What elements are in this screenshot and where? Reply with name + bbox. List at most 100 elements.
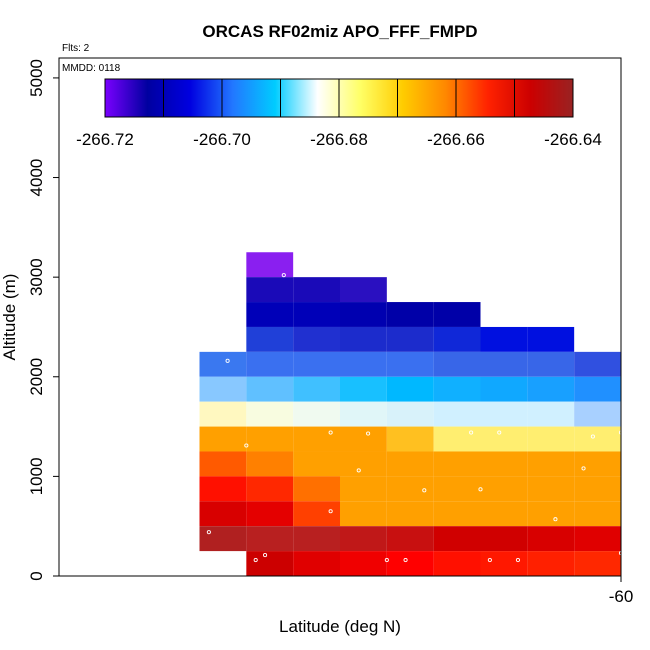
heat-cell: [574, 476, 621, 502]
colorbar-tick-label: -266.66: [427, 130, 485, 149]
heat-cell: [246, 302, 294, 327]
heat-cell: [433, 351, 481, 377]
heat-cell: [293, 476, 340, 502]
y-tick-label: 2000: [27, 358, 46, 396]
heat-cell: [293, 401, 340, 427]
flights-annotation: Flts: 2: [62, 43, 90, 54]
heat-cell: [433, 526, 481, 552]
y-tick-label: 3000: [27, 258, 46, 296]
heat-cell: [527, 451, 575, 477]
x-axis-label: Latitude (deg N): [279, 617, 401, 636]
x-tick-label: -60: [609, 587, 634, 606]
sample-point: [225, 358, 230, 363]
heat-cell: [574, 451, 621, 477]
heat-cell: [574, 501, 621, 527]
sample-point: [422, 488, 427, 493]
heat-cell: [386, 526, 434, 552]
heat-cell: [340, 526, 387, 552]
heat-cell: [293, 526, 340, 552]
heat-cell: [386, 476, 434, 502]
heat-cell: [527, 526, 575, 552]
heat-cell: [386, 326, 434, 352]
heat-cell: [574, 376, 621, 402]
heat-cell: [246, 252, 294, 278]
colorbar-tick-label: -266.64: [544, 130, 602, 149]
heat-cell: [340, 426, 387, 452]
heat-cell: [574, 401, 621, 427]
heat-cell: [433, 302, 481, 327]
heat-cell: [246, 476, 294, 502]
heat-cell: [246, 551, 294, 576]
heat-cell: [386, 501, 434, 527]
sample-point: [244, 443, 249, 448]
heat-cell: [293, 426, 340, 452]
heat-cell: [527, 476, 575, 502]
sample-point: [478, 487, 483, 492]
heat-cell: [480, 376, 528, 402]
heat-cell: [293, 501, 340, 527]
sample-point: [263, 553, 268, 558]
heat-cell: [574, 551, 621, 576]
heat-cell: [527, 326, 575, 352]
colorbar-tick-label: -266.72: [76, 130, 134, 149]
heat-cell: [433, 451, 481, 477]
x-axis: -60: [609, 576, 634, 606]
heat-cell: [246, 426, 294, 452]
heat-cell: [433, 401, 481, 427]
y-tick-label: 4000: [27, 159, 46, 197]
heat-cell: [386, 551, 434, 576]
heat-cell: [386, 426, 434, 452]
heat-cell: [293, 277, 340, 303]
heat-cell: [293, 351, 340, 377]
heat-cell: [199, 376, 247, 402]
sample-point: [366, 431, 371, 436]
heat-cell: [480, 451, 528, 477]
heat-cell: [433, 501, 481, 527]
colorbar-tick-label: -266.70: [193, 130, 251, 149]
heat-cell: [246, 526, 294, 552]
heat-cell: [340, 451, 387, 477]
heat-cell: [340, 401, 387, 427]
heat-cell: [340, 302, 387, 327]
chart-title: ORCAS RF02miz APO_FFF_FMPD: [202, 22, 477, 41]
heat-cell: [480, 426, 528, 452]
heat-cell: [199, 501, 247, 527]
heat-cell: [480, 351, 528, 377]
heat-cell: [246, 277, 294, 303]
sample-point: [206, 530, 211, 535]
heat-cell: [527, 376, 575, 402]
sample-point: [515, 558, 521, 563]
heat-cell: [246, 451, 294, 477]
y-axis-label: Altitude (m): [0, 274, 19, 361]
sample-point: [281, 273, 286, 278]
sample-point: [487, 558, 492, 563]
sample-point: [469, 430, 474, 435]
heat-cell: [246, 376, 294, 402]
heat-cell: [527, 401, 575, 427]
heat-cell: [386, 401, 434, 427]
heat-cell: [480, 551, 528, 576]
sample-point: [328, 509, 333, 514]
heat-cell: [433, 326, 481, 352]
sample-point: [553, 517, 558, 522]
heat-cell: [480, 401, 528, 427]
sample-point: [328, 430, 333, 435]
plot-frame: [58, 57, 622, 577]
heat-cell: [480, 501, 528, 527]
colorbar: [104, 78, 574, 118]
heat-cell: [199, 526, 247, 552]
heat-cell: [340, 551, 387, 576]
sample-point: [384, 558, 389, 563]
heat-cell: [246, 501, 294, 527]
heat-cell: [199, 401, 247, 427]
heat-cell: [433, 426, 481, 452]
heat-cell: [293, 326, 340, 352]
colorbar-tick-label: -266.68: [310, 130, 368, 149]
heat-cell: [433, 376, 481, 402]
sample-point: [253, 558, 258, 563]
heat-cell: [293, 302, 340, 327]
mmdd-annotation: MMDD: 0118: [62, 63, 121, 74]
heat-cell: [386, 302, 434, 327]
heat-cell: [199, 351, 247, 377]
